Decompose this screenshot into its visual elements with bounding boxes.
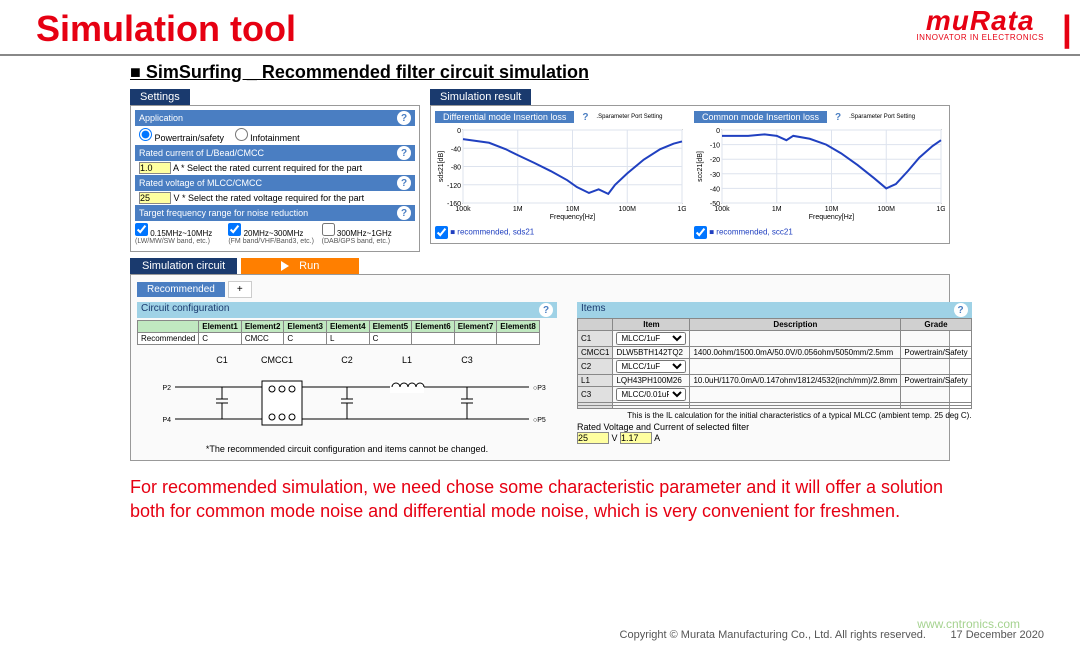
rated-info: Rated Voltage and Current of selected fi… [577, 422, 972, 444]
rated-voltage-header: Rated voltage of MLCC/CMCC ? [135, 175, 415, 191]
play-icon [281, 261, 289, 271]
svg-text:100M: 100M [877, 206, 895, 213]
svg-text:100k: 100k [455, 206, 471, 213]
chart-common: Common mode Insertion loss ? .Sparameter… [694, 110, 945, 239]
result-tab: Simulation result [430, 89, 531, 105]
help-icon[interactable]: ? [397, 146, 411, 160]
description-text: For recommended simulation, we need chos… [0, 461, 1080, 524]
filter-current[interactable] [620, 432, 652, 444]
svg-text:○P5: ○P5 [533, 417, 546, 424]
svg-text:Frequency[Hz]: Frequency[Hz] [550, 214, 596, 221]
items-note: This is the IL calculation for the initi… [577, 411, 972, 420]
items-table: ItemDescriptionGradeC1MLCC/1uFCMCC1DLW5B… [577, 318, 972, 409]
logo-bar-icon: | [1062, 8, 1072, 50]
svg-text:-10: -10 [710, 143, 720, 150]
svg-text:P4: P4 [162, 417, 171, 424]
cb-range2[interactable]: 20MHz~300MHz [228, 229, 303, 238]
target-freq-header: Target frequency range for noise reducti… [135, 205, 415, 221]
svg-text:0: 0 [716, 128, 720, 135]
help-icon[interactable]: ? [539, 303, 553, 317]
help-icon[interactable]: ? [397, 206, 411, 220]
svg-text:C2: C2 [341, 355, 353, 365]
recommended-tab[interactable]: Recommended [137, 282, 225, 297]
legend-cb2[interactable] [694, 226, 707, 239]
elements-table: Element1Element2Element3Element4Element5… [137, 320, 540, 345]
svg-text:1G: 1G [677, 206, 686, 213]
item-select[interactable]: MLCC/0.01uF [616, 388, 686, 401]
svg-text:scc21[dB]: scc21[dB] [697, 151, 704, 182]
help-icon[interactable]: ? [578, 110, 592, 124]
header: Simulation tool muRata INNOVATOR IN ELEC… [0, 0, 1080, 56]
run-button[interactable]: Run [241, 258, 359, 274]
svg-text:-40: -40 [710, 186, 720, 193]
chart-differential: Differential mode Insertion loss ? .Spar… [435, 110, 686, 239]
logo-subtext: INNOVATOR IN ELECTRONICS [916, 33, 1044, 42]
help-icon[interactable]: ? [397, 176, 411, 190]
svg-text:P2: P2 [162, 385, 171, 392]
svg-text:-30: -30 [710, 172, 720, 179]
svg-text:-80: -80 [451, 165, 461, 172]
svg-text:1M: 1M [772, 206, 782, 213]
svg-text:100M: 100M [618, 206, 636, 213]
svg-text:L1: L1 [402, 355, 412, 365]
rated-voltage-input[interactable] [139, 192, 171, 204]
help-icon[interactable]: ? [397, 111, 411, 125]
item-select[interactable]: MLCC/1uF [616, 360, 686, 373]
result-panel: Simulation result Differential mode Inse… [430, 89, 950, 252]
circuit-config-header: Circuit configuration ? [137, 302, 557, 318]
svg-text:1G: 1G [936, 206, 945, 213]
help-icon[interactable]: ? [831, 110, 845, 124]
simulation-circuit: Simulation circuit Run Recommended + Cir… [130, 258, 950, 461]
svg-text:10M: 10M [825, 206, 839, 213]
radio-infotainment[interactable]: Infotainment [235, 133, 300, 143]
svg-text:○P3: ○P3 [533, 385, 546, 392]
chart1-svg: -160-120-80-400100k1M10M100M1GFrequency[… [435, 126, 686, 221]
content-area: ■ SimSurfing _ Recommended filter circui… [0, 56, 1080, 461]
footer: Copyright © Murata Manufacturing Co., Lt… [620, 629, 1044, 641]
logo: muRata INNOVATOR IN ELECTRONICS [916, 8, 1044, 42]
svg-text:C3: C3 [461, 355, 473, 365]
svg-text:C1: C1 [216, 355, 228, 365]
legend-cb1[interactable] [435, 226, 448, 239]
svg-text:Frequency[Hz]: Frequency[Hz] [809, 214, 855, 221]
svg-text:-120: -120 [447, 183, 461, 190]
chart2-svg: -50-40-30-20-100100k1M10M100M1GFrequency… [694, 126, 945, 221]
svg-text:sds21[dB]: sds21[dB] [438, 151, 445, 182]
add-tab-button[interactable]: + [228, 281, 252, 298]
rated-current-header: Rated current of L/Bead/CMCC ? [135, 145, 415, 161]
settings-tab: Settings [130, 89, 190, 105]
help-icon[interactable]: ? [954, 303, 968, 317]
logo-text: muRata [916, 8, 1044, 33]
application-header: Application ? [135, 110, 415, 126]
item-select[interactable]: MLCC/1uF [616, 332, 686, 345]
svg-text:1M: 1M [513, 206, 523, 213]
radio-powertrain[interactable]: Powertrain/safety [139, 133, 224, 143]
svg-text:-20: -20 [710, 157, 720, 164]
svg-text:-40: -40 [451, 146, 461, 153]
circuit-diagram: C1 CMCC1 C2 L1 C3 P2 P4 ○P3 ○P5 [137, 349, 557, 439]
svg-text:10M: 10M [566, 206, 580, 213]
items-header: Items ? [577, 302, 972, 318]
svg-text:100k: 100k [714, 206, 730, 213]
settings-panel: Settings Application ? Powertrain/safety… [130, 89, 420, 252]
section-title: ■ SimSurfing _ Recommended filter circui… [130, 62, 950, 83]
svg-text:0: 0 [457, 128, 461, 135]
sim-circuit-tab: Simulation circuit [130, 258, 237, 274]
rated-current-input[interactable] [139, 162, 171, 174]
cb-range1[interactable]: 0.15MHz~10MHz [135, 229, 212, 238]
page-title: Simulation tool [36, 8, 296, 50]
filter-voltage[interactable] [577, 432, 609, 444]
svg-text:CMCC1: CMCC1 [261, 355, 293, 365]
circuit-note: *The recommended circuit configuration a… [137, 444, 557, 454]
cb-range3[interactable]: 300MHz~1GHz [322, 229, 392, 238]
